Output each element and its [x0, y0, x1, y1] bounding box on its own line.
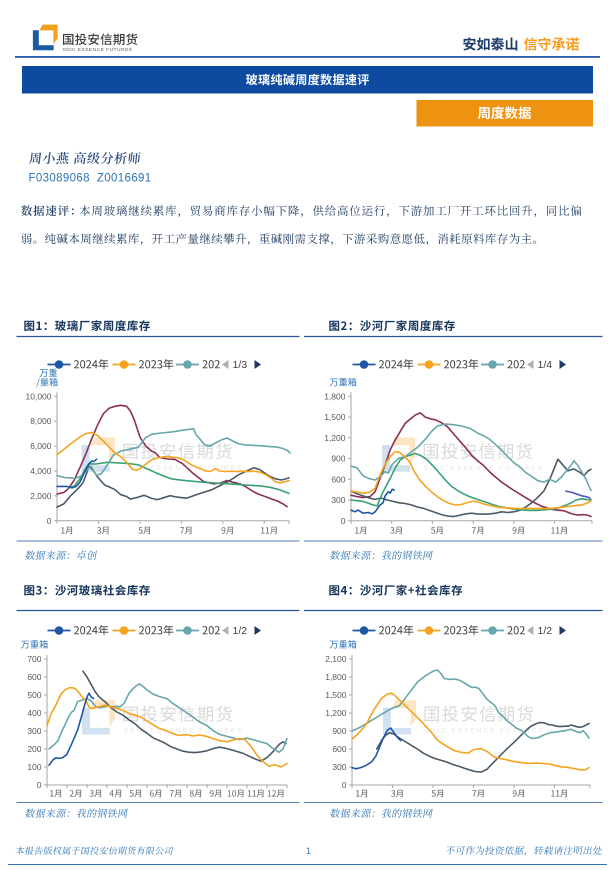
svg-text:SDIC ESSENCE FUTURES: SDIC ESSENCE FUTURES	[124, 728, 244, 735]
svg-text:1,500: 1,500	[324, 412, 346, 422]
svg-text:4,000: 4,000	[30, 466, 52, 476]
svg-text:1: 1	[306, 846, 311, 856]
svg-text:F03089068 Z0016691: F03089068 Z0016691	[29, 173, 152, 185]
svg-text:2,100: 2,100	[325, 654, 347, 664]
svg-text:600: 600	[27, 672, 41, 682]
svg-text:1,200: 1,200	[325, 708, 347, 718]
svg-text:SDIC ESSENCE FUTURES: SDIC ESSENCE FUTURES	[424, 465, 544, 472]
svg-text:300: 300	[332, 762, 346, 772]
svg-text:2,000: 2,000	[30, 491, 52, 501]
svg-text:1/4: 1/4	[538, 359, 553, 371]
svg-text:0: 0	[341, 516, 346, 526]
svg-text:200: 200	[27, 744, 41, 754]
svg-text:400: 400	[27, 708, 41, 718]
svg-text:6,000: 6,000	[30, 441, 52, 451]
svg-text:1,200: 1,200	[324, 433, 346, 443]
svg-text:1,800: 1,800	[324, 391, 346, 401]
svg-text:600: 600	[332, 744, 346, 754]
svg-text:300: 300	[27, 726, 41, 736]
svg-text:SDIC ESSENCE FUTURES: SDIC ESSENCE FUTURES	[123, 465, 243, 472]
svg-text:1/2: 1/2	[233, 625, 248, 637]
svg-text:1/3: 1/3	[233, 359, 248, 371]
svg-text:600: 600	[331, 474, 345, 484]
svg-text:0: 0	[47, 516, 52, 526]
svg-text:0: 0	[342, 780, 347, 790]
svg-text:SDIC ESSENCE FUTURES: SDIC ESSENCE FUTURES	[425, 728, 545, 735]
svg-text:900: 900	[331, 454, 345, 464]
svg-text:1,800: 1,800	[325, 672, 347, 682]
svg-text:500: 500	[27, 690, 41, 700]
svg-text:100: 100	[27, 762, 41, 772]
svg-text:700: 700	[27, 654, 41, 664]
svg-text:8,000: 8,000	[30, 416, 52, 426]
svg-text:0: 0	[37, 780, 42, 790]
svg-text:1/2: 1/2	[538, 625, 553, 637]
svg-text:300: 300	[331, 495, 345, 505]
svg-text:900: 900	[332, 726, 346, 736]
svg-text:10,000: 10,000	[26, 391, 52, 401]
svg-text:SDIC ESSENCE FUTURES: SDIC ESSENCE FUTURES	[63, 47, 133, 53]
svg-text:1,500: 1,500	[325, 690, 347, 700]
